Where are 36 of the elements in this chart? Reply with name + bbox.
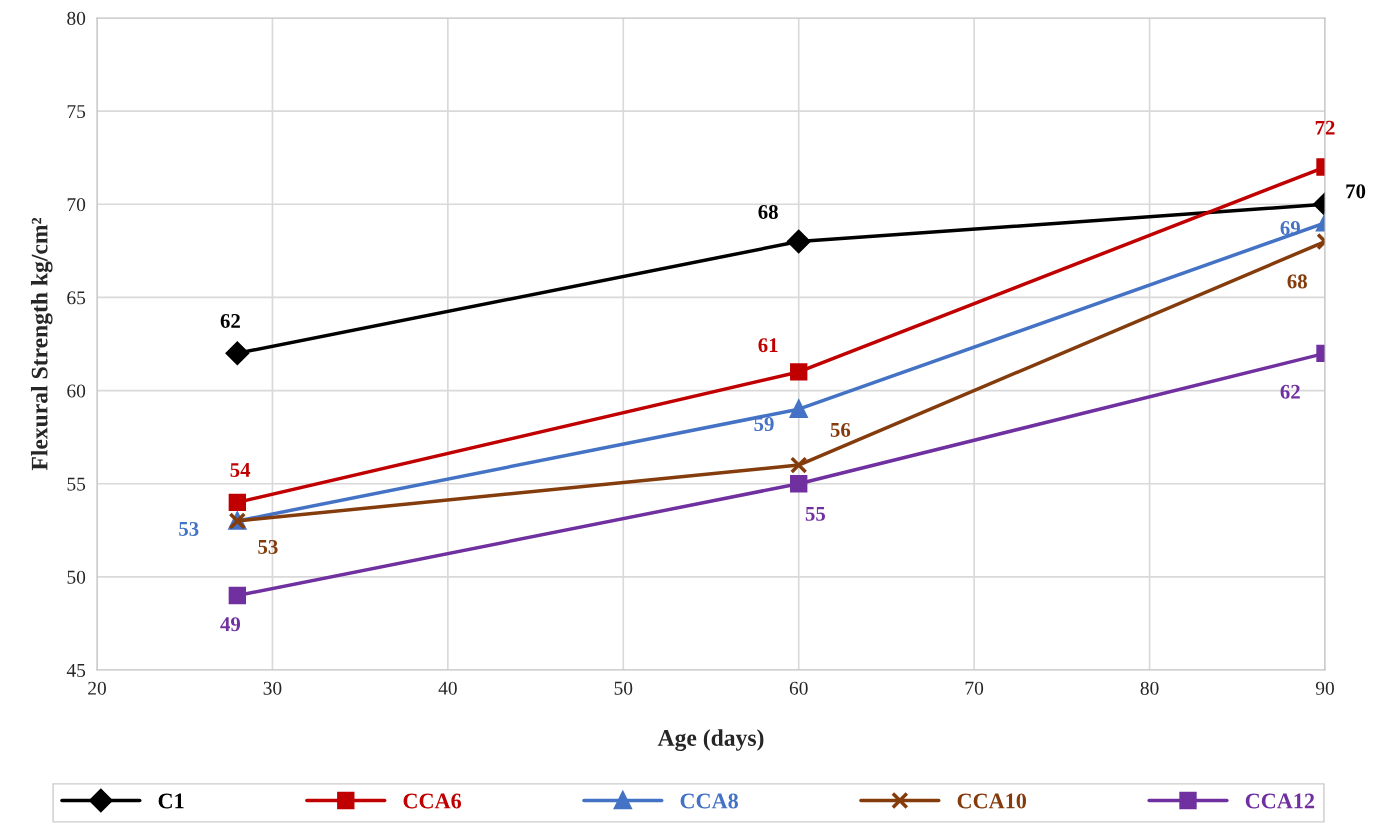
data-label: 56: [830, 422, 851, 437]
y-tick-label: 65: [67, 291, 86, 305]
legend-label: C1: [158, 793, 184, 809]
y-tick-label: 55: [67, 477, 86, 491]
x-tick-label: 40: [438, 681, 457, 695]
x-tick-label: 20: [88, 681, 106, 695]
data-label: 68: [1287, 274, 1307, 289]
x-tick-label: 60: [789, 681, 808, 695]
legend-label: CCA10: [957, 793, 1027, 809]
y-tick-label: 75: [67, 105, 86, 119]
data-label: 53: [258, 539, 278, 554]
data-label: 68: [758, 204, 778, 219]
data-label: 49: [220, 617, 241, 632]
data-label: 55: [805, 507, 826, 521]
y-tick-label: 45: [66, 663, 86, 677]
x-tick-label: 50: [614, 681, 633, 695]
data-label: 54: [230, 463, 251, 477]
x-tick-label: 30: [263, 681, 282, 695]
y-tick-label: 80: [67, 11, 86, 25]
y-tick-label: 70: [67, 198, 86, 212]
x-axis-title: Age (days): [657, 729, 764, 751]
y-tick-label: 60: [67, 384, 86, 398]
y-tick-label: 50: [67, 570, 86, 584]
data-label: 53: [179, 521, 199, 536]
legend-label: CCA12: [1245, 793, 1315, 809]
data-label: 61: [758, 338, 778, 353]
x-tick-label: 80: [1140, 681, 1159, 695]
data-label: 72: [1315, 120, 1335, 135]
legend-label: CCA8: [680, 793, 739, 809]
data-label: 70: [1346, 184, 1366, 199]
legend-label: CCA6: [403, 793, 462, 809]
x-tick-label: 90: [1315, 681, 1334, 695]
x-tick-label: 70: [965, 681, 984, 695]
y-axis-title: Flexural Strength kg/cm²: [30, 217, 53, 471]
data-label: 62: [220, 313, 240, 328]
data-label: 62: [1280, 384, 1300, 399]
